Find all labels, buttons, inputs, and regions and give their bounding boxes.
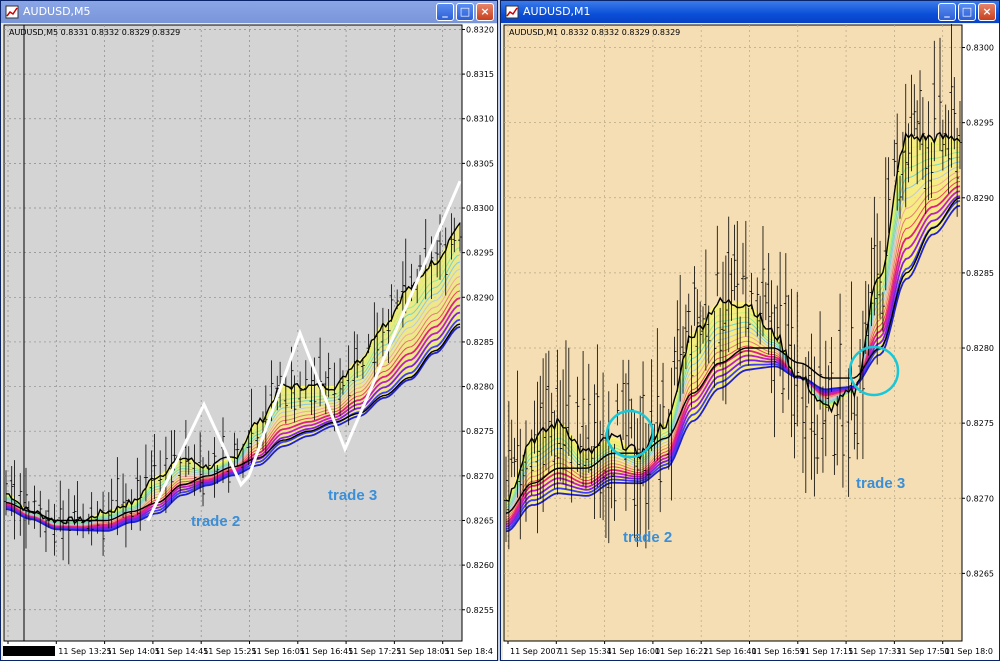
title-bar[interactable]: AUDUSD,M5 _ □ × [1,1,497,23]
x-tick-label: 11 Sep 15:25 [203,647,256,656]
y-tick-label: 0.8310 [466,115,494,124]
ema-line [505,161,961,511]
ema-line [505,146,961,504]
x-tick-label: 11 Sep 14:05 [107,647,160,656]
ema-line [5,254,461,524]
close-icon[interactable]: × [978,3,996,21]
x-tick-label: 11 Sep 16:22 [655,647,708,656]
y-tick-label: 0.8275 [966,419,994,428]
y-tick-label: 0.8280 [966,344,994,353]
ema-line [505,171,961,516]
ema-line [505,156,961,509]
x-tick-label: 11 Sep 17:25 [348,647,401,656]
y-tick-label: 0.8315 [466,70,494,79]
window-title: AUDUSD,M5 [23,5,91,18]
x-tick-label: 11 Sep 15:34 [558,647,611,656]
x-tick-label: 11 Sep 16:59 [751,647,804,656]
x-tick-label: 11 Sep 14:45 [155,647,208,656]
x-tick-label: 11 Sep 18:4 [445,647,493,656]
ema-line [505,190,961,526]
y-tick-label: 0.8300 [966,44,994,53]
y-tick-label: 0.8270 [466,472,494,481]
y-tick-label: 0.8300 [466,204,494,213]
maximize-icon[interactable]: □ [456,3,474,21]
annotation-trade-2: trade 2 [623,529,672,546]
annotation-trade-3: trade 3 [328,487,377,504]
y-tick-label: 0.8320 [466,25,494,34]
y-tick-label: 0.8285 [466,338,494,347]
chart-window-m5[interactable]: AUDUSD,M5 _ □ × AUDUSD,M5 0.8331 0.8332 … [0,0,498,661]
highlight-circle [848,345,900,397]
x-tick-label: 11 Sep 18:05 [396,647,449,656]
y-tick-label: 0.8290 [966,194,994,203]
maximize-icon[interactable]: □ [958,3,976,21]
ema-line [505,181,961,520]
close-icon[interactable]: × [476,3,494,21]
x-tick-label: 11 Sep 18:0 [945,647,993,656]
minimize-icon[interactable]: _ [938,3,956,21]
x-tick-label: 11 Sep 17:33 [848,647,901,656]
ema-line [505,176,961,518]
ema-line [5,239,461,523]
price-chart[interactable]: AUDUSD,M1 0.8332 0.8332 0.8329 0.8329 0.… [503,24,999,660]
x-tick-label: 11 Sep 16:00 [607,647,660,656]
x-tick-label: 11 Sep 2007 [510,647,561,656]
date-highlight [3,646,55,656]
x-tick-label: 11 Sep 16:05 [251,647,304,656]
x-tick-label: 11 Sep 16:40 [703,647,756,656]
price-chart[interactable]: AUDUSD,M5 0.8331 0.8332 0.8329 0.8329 0.… [3,24,497,660]
x-tick-label: 11 Sep 17:15 [800,647,853,656]
moving-average-line [505,131,961,502]
ema-line [505,195,961,528]
annotation-trade-3: trade 3 [856,475,905,492]
chart-window-m1[interactable]: AUDUSD,M1 _ □ × AUDUSD,M1 0.8332 0.8332 … [500,0,1000,661]
y-tick-label: 0.8265 [466,516,494,525]
y-tick-label: 0.8285 [966,269,994,278]
trade-path [146,180,462,522]
y-tick-label: 0.8275 [466,427,494,436]
ribbon-fill [506,137,960,532]
minimize-icon[interactable]: _ [436,3,454,21]
chart-window-icon [5,5,19,19]
ema-line [505,151,961,506]
y-tick-label: 0.8295 [966,119,994,128]
moving-average-line [505,197,961,514]
y-tick-label: 0.8265 [966,569,994,578]
ema-line [5,326,461,532]
window-title: AUDUSD,M1 [523,5,591,18]
ema-line [505,185,961,523]
chart-info: AUDUSD,M1 0.8332 0.8332 0.8329 0.8329 [509,28,680,37]
y-tick-label: 0.8290 [466,293,494,302]
y-tick-label: 0.8295 [466,249,494,258]
annotation-trade-2: trade 2 [191,513,240,530]
highlight-circle [605,409,655,459]
y-tick-label: 0.8280 [466,383,494,392]
chart-window-icon [505,5,519,19]
y-tick-label: 0.8255 [466,606,494,615]
ema-line [505,166,961,513]
y-tick-label: 0.8270 [966,494,994,503]
y-tick-label: 0.8260 [466,561,494,570]
title-bar[interactable]: AUDUSD,M1 _ □ × [501,1,999,23]
x-tick-label: 11 Sep 16:45 [300,647,353,656]
x-tick-label: 11 Sep 17:50 [896,647,949,656]
chart-info: AUDUSD,M5 0.8331 0.8332 0.8329 0.8329 [9,28,180,37]
y-tick-label: 0.8305 [466,159,494,168]
x-tick-label: 11 Sep 13:25 [58,647,111,656]
